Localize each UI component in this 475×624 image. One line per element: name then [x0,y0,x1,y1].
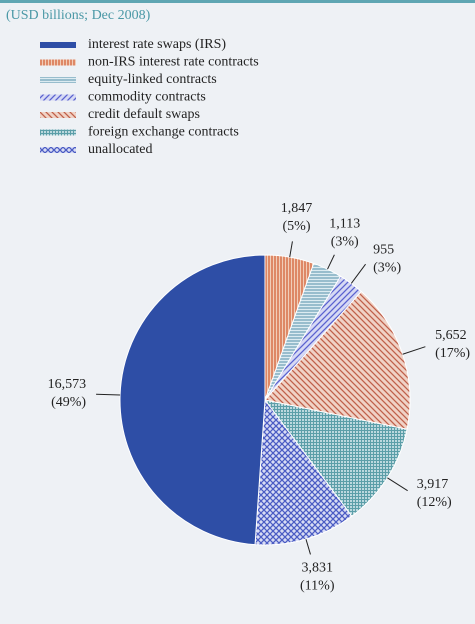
percentage-label: (3%) [373,261,401,276]
data-label: 1,113 [329,216,360,231]
leader-line [387,477,408,492]
data-label: 3,917 [417,477,449,492]
leader-line [289,241,293,258]
data-label: 1,847 [281,201,313,216]
legend-swatch [40,59,76,66]
leader-line [305,538,311,555]
percentage-label: (5%) [283,219,311,234]
legend-label: commodity contracts [88,90,206,105]
leader-line [402,346,426,355]
legend-label: interest rate swaps (IRS) [88,37,226,52]
leader-line [350,263,366,284]
leader-line [96,393,121,396]
percentage-label: (11%) [300,579,335,594]
data-label: 3,831 [302,561,334,576]
percentage-label: (17%) [435,346,470,361]
top-bar [0,0,475,3]
legend-label: equity-linked contracts [88,72,217,87]
legend-label: credit default swaps [88,107,200,122]
data-label: 5,652 [435,328,467,343]
legend-swatch [40,77,76,83]
leader-line [327,254,335,270]
legend-label: unallocated [88,142,153,157]
pie-slice [254,398,353,546]
legend-label: foreign exchange contracts [88,125,239,140]
pie-slice [263,399,408,517]
legend-swatch [40,112,76,118]
percentage-label: (49%) [51,395,86,410]
pie-slice [119,254,266,546]
percentage-label: (3%) [331,234,359,249]
legend-swatch [40,42,76,48]
data-label: 16,573 [48,377,87,392]
legend-swatch [40,147,76,153]
legend-swatch [40,94,76,101]
data-label: 955 [373,243,394,258]
legend-label: non-IRS interest rate contracts [88,55,259,70]
percentage-label: (12%) [417,495,452,510]
legend-swatch [40,129,76,136]
chart-subtitle: (USD billions; Dec 2008) [6,8,151,23]
